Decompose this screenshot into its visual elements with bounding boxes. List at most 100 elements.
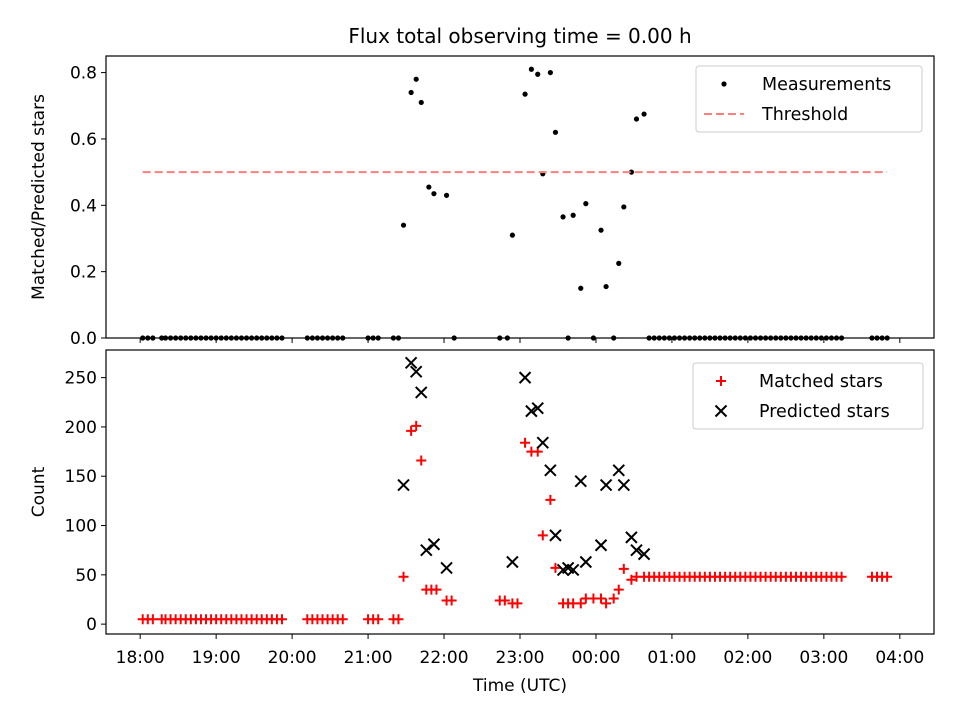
data-point: [617, 478, 631, 492]
data-point: [560, 214, 566, 220]
x-tick-label: 04:00: [875, 648, 924, 668]
y-tick-label: 0.4: [70, 196, 97, 216]
data-point: [525, 404, 538, 418]
data-point: [420, 543, 433, 557]
data-point: [509, 232, 516, 238]
data-point: [397, 478, 410, 492]
data-point: [552, 129, 559, 135]
legend-entry: Predicted stars: [759, 402, 890, 422]
data-point: [836, 571, 847, 582]
data-point: [616, 260, 622, 266]
data-point: [276, 614, 287, 625]
data-point: [566, 563, 580, 577]
data-point: [625, 531, 638, 544]
x-axis-label: Time (UTC): [472, 676, 567, 696]
x-tick-label: 00:00: [571, 648, 620, 668]
legend-box: [692, 362, 924, 430]
chart-title: Flux total observing time = 0.00 h: [348, 24, 691, 48]
y-tick-label: 0.2: [70, 263, 97, 283]
data-point: [608, 593, 619, 604]
data-point: [547, 69, 553, 76]
data-point: [535, 71, 541, 77]
data-point: [520, 437, 531, 448]
data-point: [618, 563, 629, 574]
data-point: [637, 547, 651, 561]
legend-entry: Matched stars: [759, 372, 883, 392]
legend: Measurements Threshold: [695, 65, 923, 133]
legend-entry: Threshold: [761, 105, 848, 125]
data-point: [522, 91, 528, 97]
data-point: [512, 598, 523, 609]
data-point: [603, 283, 609, 290]
data-point: [406, 425, 417, 436]
x-tick-label: 03:00: [799, 648, 848, 668]
y-tick-label: 0: [86, 615, 97, 635]
y-axis-label: Count: [29, 466, 49, 517]
legend-box: [695, 65, 923, 133]
data-point: [431, 584, 442, 595]
legend-swatch: [714, 404, 728, 418]
axes-frame: [105, 349, 935, 635]
data-point: [499, 595, 510, 606]
x-tick-label: 19:00: [192, 648, 241, 668]
x-tick-label: 18:00: [116, 648, 165, 668]
data-point: [416, 455, 427, 466]
x-tick-label: 21:00: [344, 648, 393, 668]
data-point: [598, 227, 604, 233]
data-point: [413, 76, 419, 82]
data-point: [621, 204, 627, 210]
data-point: [545, 494, 556, 505]
data-point: [426, 184, 432, 190]
data-point: [427, 538, 441, 551]
y-tick-label: 200: [65, 418, 97, 438]
y-tick-label: 0.8: [70, 64, 97, 84]
legend-swatch: [721, 81, 727, 87]
data-point: [612, 464, 625, 477]
data-point: [641, 111, 647, 117]
data-point: [518, 371, 532, 384]
data-point: [613, 584, 624, 595]
y-tick-label: 250: [65, 369, 97, 389]
data-point: [411, 420, 422, 431]
data-point: [408, 89, 414, 96]
data-point: [882, 571, 893, 582]
y-tick-label: 100: [65, 517, 97, 537]
data-point: [446, 595, 457, 606]
count-panel: 0 50 100 150 200 250 18:00 19:00 20:00 21:00 22:00…: [29, 349, 935, 668]
data-point: [440, 561, 453, 575]
data-point: [633, 116, 640, 122]
y-tick-label: 0.0: [70, 329, 97, 349]
data-point: [373, 614, 384, 625]
x-tick-label: 20:00: [268, 648, 317, 668]
data-point: [574, 474, 587, 488]
y-axis-label: Matched/Predicted stars: [29, 94, 49, 300]
data-point: [578, 285, 584, 291]
data-point: [601, 598, 612, 609]
data-point: [537, 530, 548, 541]
data-point: [415, 386, 428, 399]
data-point: [626, 574, 637, 585]
data-point: [599, 478, 613, 492]
axes-frame: [105, 55, 935, 339]
legend: Matched stars Predicted stars: [692, 362, 924, 430]
y-tick-label: 0.6: [70, 130, 97, 150]
data-point: [630, 543, 643, 557]
legend-swatch: [716, 376, 726, 386]
y-tick-label: 150: [65, 467, 97, 487]
data-point: [583, 201, 589, 207]
data-point: [400, 222, 407, 228]
ratio-panel: 0.0 0.2 0.4 0.6 0.8 Matched/Predicted stars Me…: [29, 55, 935, 349]
x-tick-label: 01:00: [647, 648, 696, 668]
x-tick-label: 02:00: [723, 648, 772, 668]
data-point: [431, 191, 437, 197]
data-point: [409, 365, 423, 378]
data-point: [528, 66, 534, 72]
data-point: [404, 356, 418, 370]
data-point: [531, 401, 544, 415]
data-point: [337, 614, 348, 625]
data-point: [594, 539, 608, 552]
data-point: [596, 593, 607, 604]
legend-entry: Measurements: [762, 75, 891, 95]
data-point: [544, 464, 557, 477]
